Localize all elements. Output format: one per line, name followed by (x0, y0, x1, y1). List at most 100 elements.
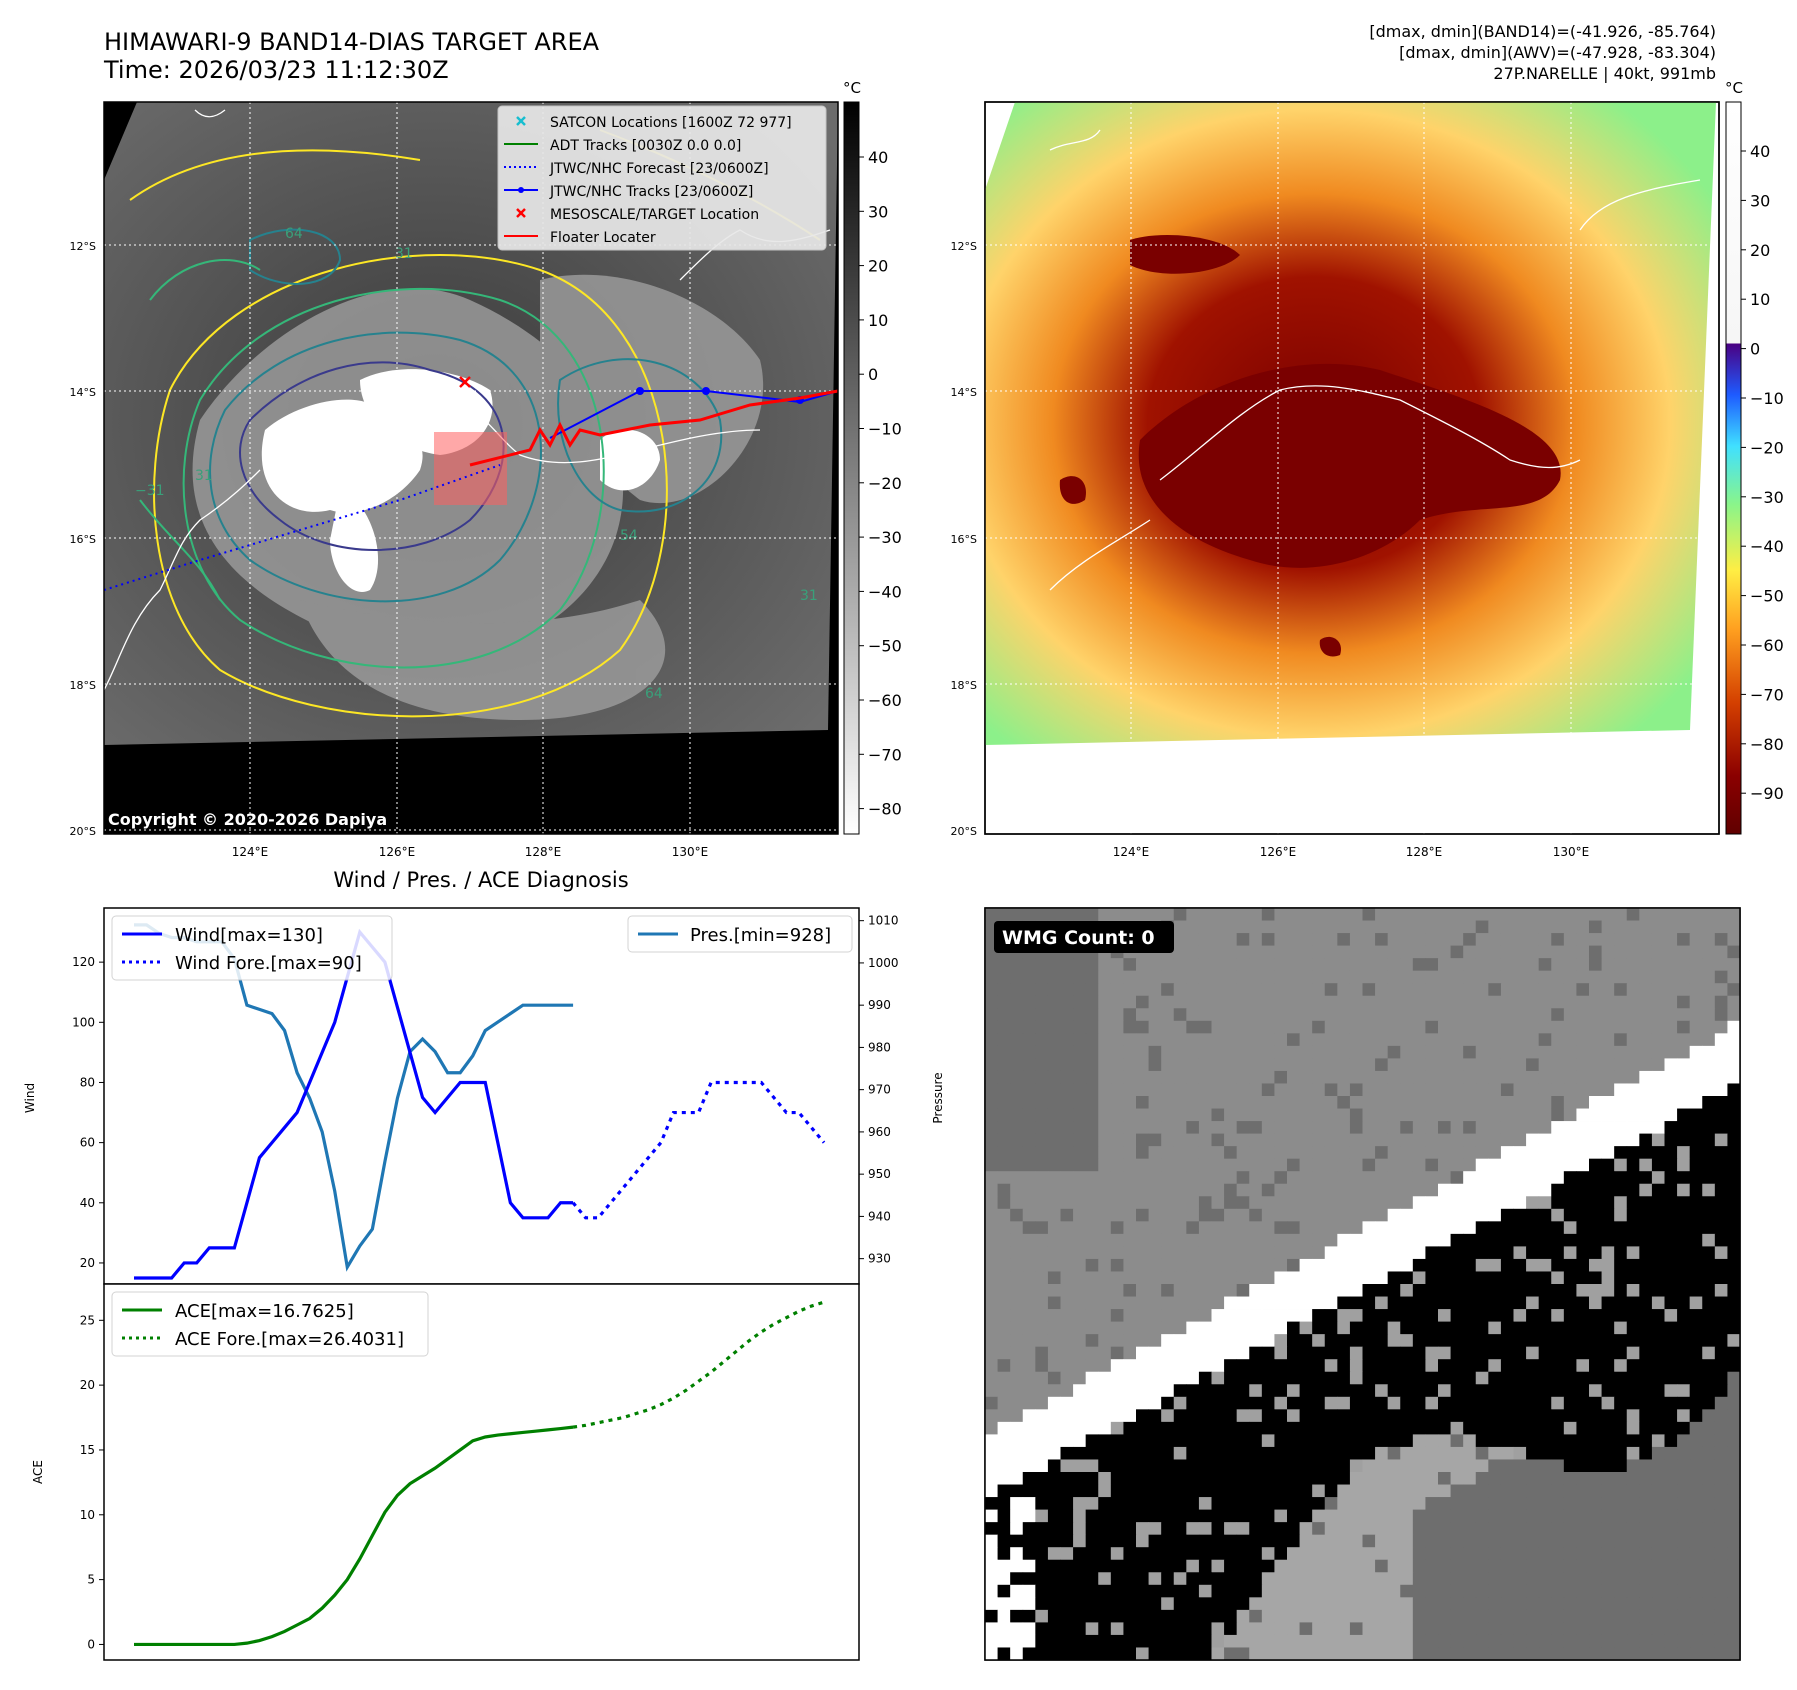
wmg-cell (1513, 1020, 1527, 1034)
legend-floater: Floater Locater (550, 230, 656, 246)
wmg-cell (1136, 1572, 1149, 1586)
wmg-cell (1236, 1171, 1250, 1185)
wmg-cell (1563, 1146, 1577, 1160)
wmg-cell (1161, 1609, 1175, 1623)
wmg-cell (1614, 1459, 1628, 1473)
wmg-cell (1412, 1472, 1426, 1485)
wmg-cell (1249, 1597, 1263, 1611)
wmg-cell (1287, 1221, 1300, 1235)
wmg-cell (1186, 1584, 1200, 1598)
wmg-cell (1261, 920, 1275, 934)
wmg-cell (1085, 1284, 1099, 1297)
wmg-cell (1123, 1121, 1137, 1134)
wmg-cell (1362, 1271, 1376, 1285)
wmg-cell (1563, 1434, 1577, 1448)
wmg-cell (1563, 1096, 1577, 1109)
wmg-cell (1639, 1346, 1653, 1360)
wmg-cell (1513, 1033, 1527, 1047)
wmg-cell (1312, 1634, 1326, 1648)
wmg-cell (1651, 933, 1665, 946)
wmg-cell (1589, 995, 1602, 1009)
wmg-cell (1538, 1409, 1552, 1423)
wmg-cell (1249, 1121, 1263, 1134)
wmg-cell (1035, 1522, 1049, 1536)
wmg-cell (1274, 1258, 1288, 1272)
wmg-cell (1047, 1233, 1061, 1247)
wmg-cell (1299, 1108, 1313, 1122)
wmg-cell (1425, 1171, 1439, 1185)
wmg-cell (1312, 995, 1326, 1009)
wmg-cell (985, 1158, 998, 1172)
wmg-cell (1513, 1083, 1527, 1097)
wmg-cell (1060, 1183, 1074, 1197)
wmg-cell (1337, 1309, 1351, 1322)
wmg-cell (1211, 1221, 1225, 1235)
wmg-cell (1702, 1597, 1716, 1611)
wmg-cell (1475, 1208, 1489, 1222)
wmg-cell (1123, 1033, 1137, 1047)
wmg-cell (1538, 1158, 1552, 1172)
wmg-cell (1198, 1396, 1212, 1410)
wmg-cell (1236, 1108, 1250, 1122)
wmg-cell (1186, 1522, 1200, 1536)
wmg-cell (1198, 1208, 1212, 1222)
wmg-cell (1438, 1384, 1451, 1398)
wmg-cell (1337, 1522, 1351, 1536)
wmg-cell (1538, 995, 1552, 1009)
wmg-cell (1274, 1146, 1288, 1160)
wmg-cell (1714, 1396, 1728, 1410)
wmg-cell (1488, 1058, 1502, 1072)
wmg-cell (1651, 1559, 1665, 1573)
wmg-cell (1714, 1572, 1728, 1586)
wmg-cell (1173, 1233, 1187, 1247)
wmg-cell (1463, 1522, 1477, 1536)
wmg-cell (997, 1421, 1011, 1435)
wmg-cell (1463, 1396, 1477, 1410)
wmg-cell (1639, 1309, 1653, 1322)
wmg-cell (1387, 1647, 1401, 1661)
wmg-cell (1123, 1171, 1137, 1185)
wmg-cell (1312, 1446, 1326, 1460)
cbar-tick-label: −20 (868, 474, 902, 493)
wmg-cell (1714, 1609, 1728, 1623)
wmg-cell (1601, 1171, 1615, 1185)
wmg-cell (1362, 1446, 1376, 1460)
wmg-cell (1035, 1284, 1049, 1297)
wmg-cell (1110, 1146, 1124, 1160)
wmg-cell (1576, 1359, 1590, 1373)
wmg-cell (1526, 1346, 1540, 1360)
wmg-cell (1639, 1108, 1653, 1122)
wmg-cell (1551, 1158, 1565, 1172)
wmg-cell (1664, 1497, 1678, 1510)
wmg-cell (1526, 1284, 1540, 1297)
wmg-cell (1475, 1296, 1489, 1310)
wmg-cell (1274, 1033, 1288, 1047)
wmg-cell (1400, 1083, 1414, 1097)
wmg-cell (1249, 945, 1263, 959)
wmg-cell (997, 958, 1011, 972)
wmg-cell (1047, 1008, 1061, 1022)
wmg-cell (1438, 1522, 1451, 1536)
wmg-cell (997, 1384, 1011, 1398)
wmg-cell (1513, 958, 1527, 972)
wmg-cell (1022, 1559, 1036, 1573)
wmg-cell (1236, 1258, 1250, 1272)
wmg-cell (1400, 1284, 1414, 1297)
wmg-cell (1689, 1609, 1703, 1623)
wmg-cell (1173, 1534, 1187, 1548)
wmg-cell (1110, 1321, 1124, 1335)
wmg-cell (1538, 958, 1552, 972)
wmg-cell (1689, 1534, 1703, 1548)
wmg-cell (1035, 1446, 1049, 1460)
wmg-cell (1576, 1246, 1590, 1260)
wmg-cell (1513, 1296, 1527, 1310)
wmg-cell (1702, 1070, 1716, 1084)
wmg-cell (1425, 1434, 1439, 1448)
wmg-cell (1010, 1083, 1024, 1097)
wmg-cell (1375, 1534, 1389, 1548)
wmg-cell (1425, 1045, 1439, 1059)
wmg-cell (1714, 1334, 1728, 1348)
wmg-cell (1626, 1096, 1640, 1109)
wmg-cell (1526, 1096, 1540, 1109)
wmg-cell (1677, 1421, 1691, 1435)
